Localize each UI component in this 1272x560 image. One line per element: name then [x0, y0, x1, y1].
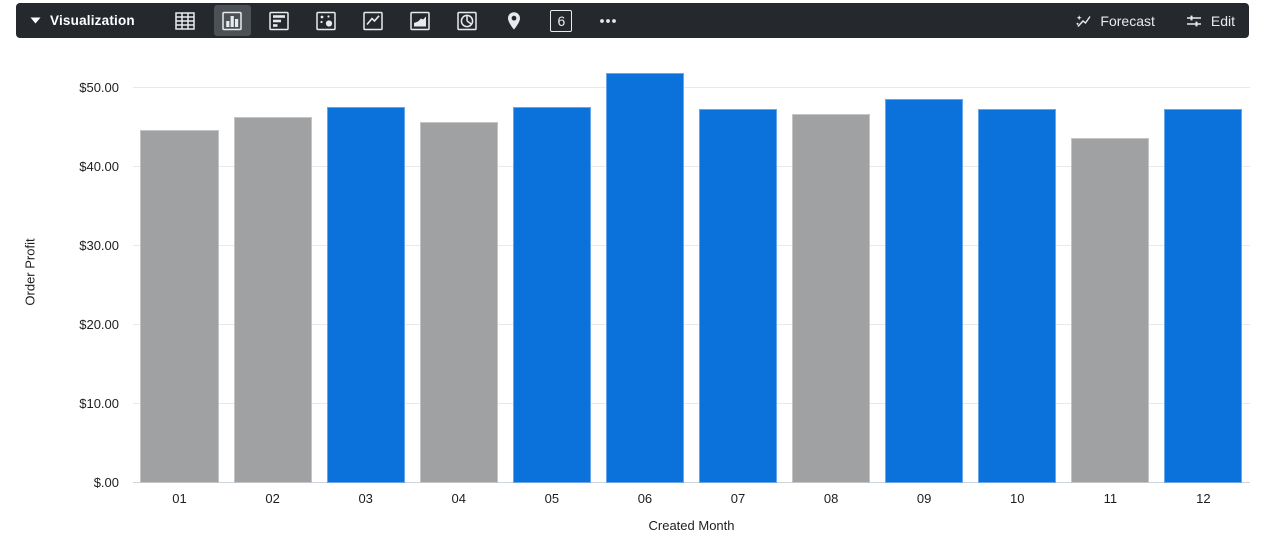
- chart-type-table-button[interactable]: [167, 5, 204, 36]
- bar-slot: 11: [1064, 60, 1157, 506]
- gridline: [133, 86, 1250, 88]
- bar-slot: 08: [785, 60, 878, 506]
- y-tick-label: $10.00: [79, 395, 119, 411]
- chart-type-column-button[interactable]: [213, 5, 251, 36]
- edit-button[interactable]: Edit: [1185, 12, 1235, 30]
- y-tick-label: $50.00: [79, 79, 119, 95]
- x-tick-label: 03: [358, 491, 373, 506]
- chart-type-more-button[interactable]: [590, 5, 627, 36]
- toolbar-actions: Forecast Edit: [1074, 12, 1235, 30]
- chart-type-area-button[interactable]: [402, 5, 439, 36]
- bar-09[interactable]: [885, 98, 964, 483]
- forecast-sparkle-icon: [1076, 14, 1091, 27]
- chart-type-scatter-button[interactable]: [308, 5, 345, 36]
- gridline: [133, 323, 1250, 325]
- x-tick-label: 10: [1010, 491, 1025, 506]
- bar-chart-icon: [269, 11, 290, 30]
- chart-type-map-button[interactable]: [496, 5, 533, 36]
- y-tick-label: $.00: [93, 475, 119, 490]
- gridline: [133, 244, 1250, 246]
- bar-slot: 09: [878, 60, 971, 506]
- edit-sliders-icon: [1186, 15, 1201, 26]
- x-axis-title: Created Month: [648, 518, 735, 533]
- y-tick-label: $40.00: [79, 158, 119, 174]
- more-options-icon: [600, 18, 617, 23]
- bar-slot: 03: [319, 60, 412, 506]
- x-tick-label: 01: [172, 491, 187, 506]
- forecast-label: Forecast: [1100, 12, 1155, 29]
- map-pin-icon: [508, 11, 521, 29]
- bar-slot: 06: [598, 60, 691, 506]
- single-value-icon: 6: [550, 9, 573, 32]
- x-tick-label: 08: [823, 491, 839, 506]
- bar-01[interactable]: [140, 130, 219, 483]
- chart-type-switcher: 6: [167, 5, 627, 36]
- x-axis-line: [133, 482, 1250, 483]
- pie-chart-icon: [457, 11, 478, 30]
- x-tick-label: 07: [730, 491, 746, 506]
- gridline: [133, 165, 1250, 167]
- bar-slot: 10: [971, 60, 1064, 506]
- forecast-button[interactable]: Forecast: [1074, 12, 1155, 30]
- edit-label: Edit: [1210, 12, 1235, 29]
- bar-slot: 12: [1157, 60, 1250, 506]
- x-tick-label: 02: [265, 491, 280, 506]
- chart-type-bar-button[interactable]: [261, 5, 298, 36]
- bar-07[interactable]: [698, 109, 778, 483]
- y-tick-label: $30.00: [79, 237, 119, 253]
- line-chart-icon: [363, 11, 384, 30]
- x-tick-label: 06: [637, 491, 653, 506]
- bar-slot: 05: [505, 60, 598, 506]
- bar-10[interactable]: [978, 109, 1057, 483]
- bar-slot: 02: [226, 60, 319, 506]
- y-axis-ticks: $.00 $10.00 $20.00 $30.00 $40.00 $50.00: [0, 60, 119, 490]
- x-tick-label: 05: [544, 491, 560, 506]
- bar-slot: 04: [412, 60, 505, 506]
- plot-area: 01 02 03 04 05 06 07 08 09 10 11 12: [133, 60, 1250, 506]
- bar-02[interactable]: [233, 116, 312, 483]
- scatter-chart-icon: [316, 11, 337, 30]
- bar-slot: 01: [133, 60, 226, 506]
- bar-03[interactable]: [326, 107, 405, 483]
- chart-type-pie-button[interactable]: [449, 5, 486, 36]
- bar-04[interactable]: [419, 122, 498, 483]
- y-tick-label: $20.00: [79, 316, 119, 332]
- bar-series: 01 02 03 04 05 06 07 08 09 10 11 12: [133, 60, 1250, 506]
- bar-11[interactable]: [1071, 138, 1150, 483]
- chart-type-single-value-button[interactable]: 6: [543, 5, 580, 36]
- column-chart-icon: [222, 11, 243, 30]
- bar-slot: 07: [691, 60, 784, 506]
- x-tick-label: 11: [1103, 491, 1118, 506]
- bar-05[interactable]: [512, 107, 591, 483]
- toolbar-title: Visualization: [50, 13, 135, 28]
- visualization-toolbar: Visualization: [16, 3, 1249, 38]
- collapse-visualization-button[interactable]: Visualization: [30, 13, 135, 28]
- gridline: [133, 402, 1250, 404]
- x-tick-label: 12: [1196, 491, 1211, 506]
- chart-type-line-button[interactable]: [355, 5, 392, 36]
- chevron-down-icon: [30, 17, 41, 24]
- bar-08[interactable]: [791, 113, 871, 483]
- table-icon: [175, 11, 196, 30]
- x-tick-label: 04: [451, 491, 466, 506]
- area-chart-icon: [410, 11, 431, 30]
- x-tick-label: 09: [916, 491, 932, 506]
- bar-06[interactable]: [605, 72, 684, 483]
- bar-12[interactable]: [1164, 109, 1243, 483]
- single-value-glyph: 6: [557, 12, 566, 29]
